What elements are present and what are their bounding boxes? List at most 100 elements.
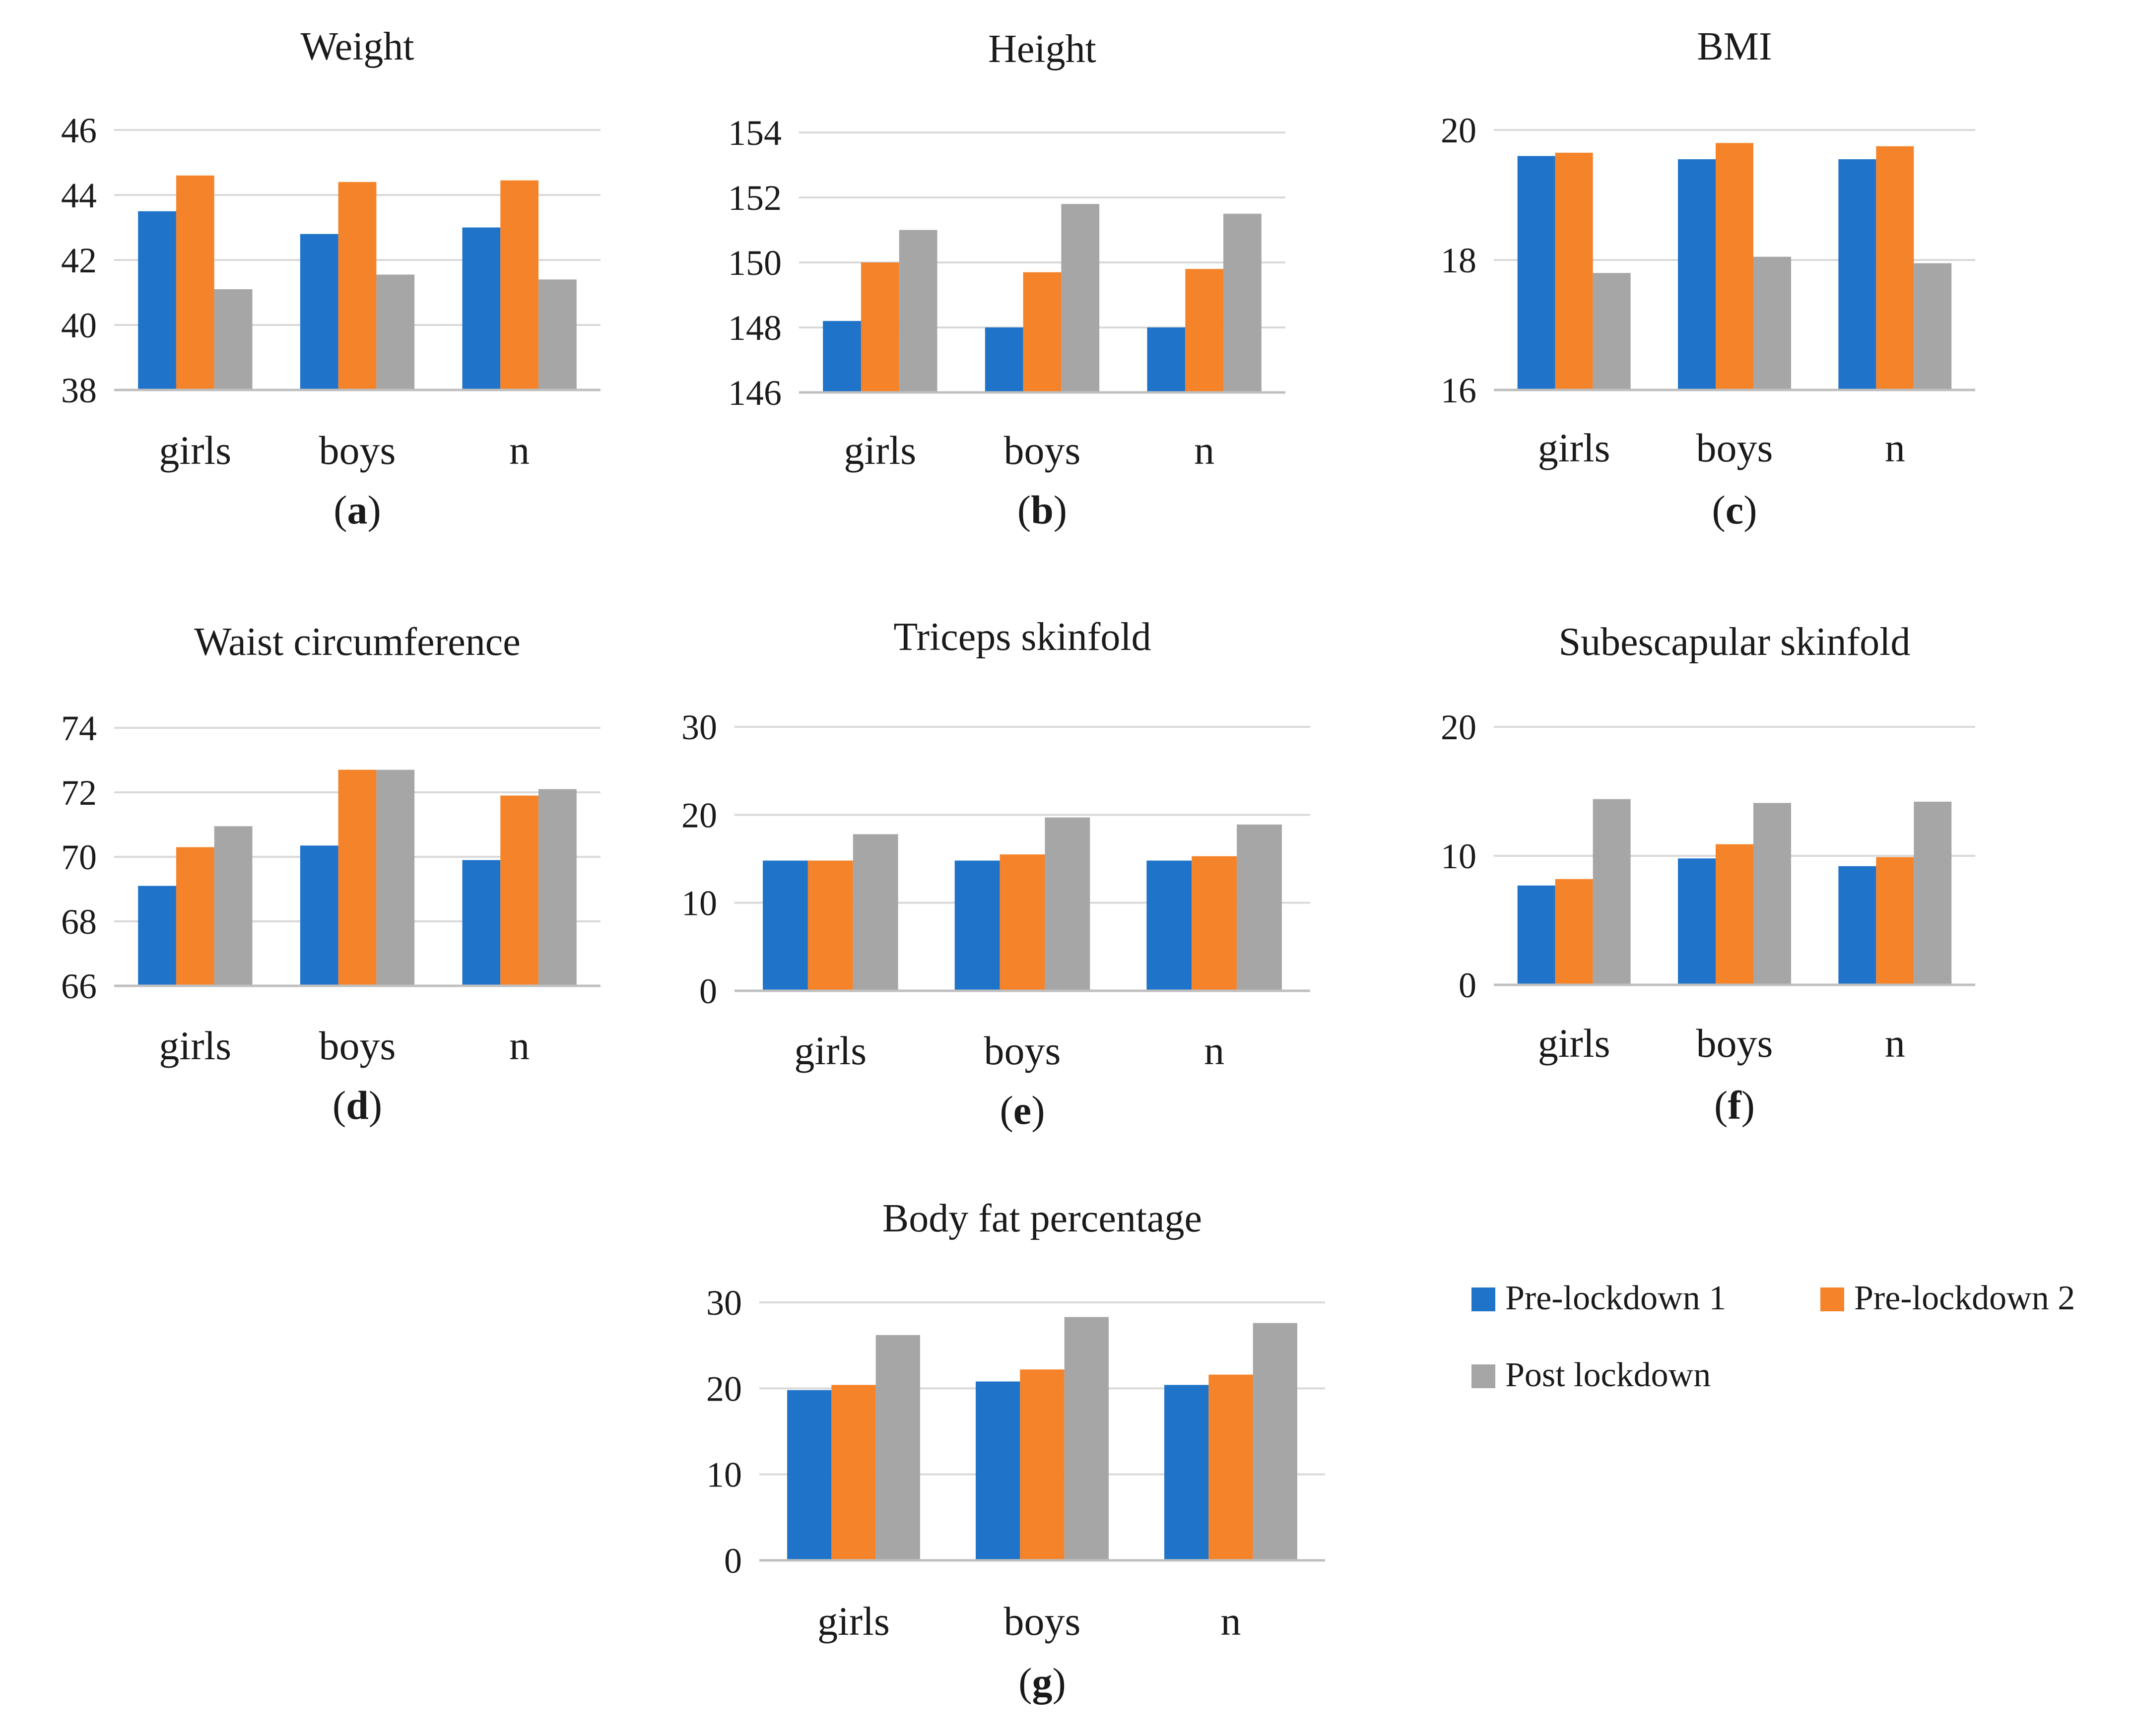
bar-post-lockdown-n: [1237, 824, 1282, 991]
y-tick-label: 44: [61, 176, 97, 215]
y-tick-label: 16: [1441, 371, 1476, 410]
bar-pre-lockdown-1-n: [1146, 860, 1192, 991]
chart-panel-e: Triceps skinfold 0 10 20 30 girls boys n (e): [681, 615, 1310, 1133]
y-tick-label: 10: [681, 884, 717, 923]
bar-pre-lockdown-2-boys: [338, 770, 377, 986]
bar-pre-lockdown-1-n: [1147, 327, 1186, 392]
panel-letter: g: [1032, 1660, 1053, 1705]
bar-post-lockdown-boys: [1753, 257, 1791, 390]
legend-label: Pre-lockdown 1: [1505, 1279, 1726, 1317]
x-category-label: girls: [817, 1599, 890, 1644]
bar-pre-lockdown-2-boys: [1716, 844, 1753, 985]
bar-post-lockdown-n: [1223, 213, 1262, 392]
chart-panel-a: Weight 38 40 42 44 46 girls boys n (a): [61, 25, 600, 532]
x-category-label: girls: [1538, 1021, 1610, 1066]
bar-pre-lockdown-2-boys: [338, 182, 377, 390]
bar-pre-lockdown-1-n: [1838, 866, 1876, 985]
y-tick-label: 46: [61, 111, 97, 150]
x-category-label: boys: [1004, 1599, 1081, 1644]
bar-pre-lockdown-1-boys: [300, 234, 338, 390]
y-tick-label: 0: [699, 971, 717, 1011]
bar-pre-lockdown-2-boys: [1023, 272, 1062, 392]
bar-pre-lockdown-2-n: [500, 795, 539, 986]
bar-pre-lockdown-2-girls: [807, 860, 853, 991]
x-category-label: n: [509, 428, 530, 473]
chart-title: Weight: [300, 25, 414, 68]
y-tick-label: 30: [706, 1283, 742, 1323]
y-tick-label: 42: [61, 241, 97, 280]
x-category-label: n: [1221, 1599, 1241, 1644]
bar-pre-lockdown-1-girls: [138, 211, 176, 390]
x-category-label: boys: [319, 428, 396, 473]
panel-letter: d: [346, 1083, 369, 1128]
bar-pre-lockdown-1-girls: [1517, 885, 1555, 985]
bar-pre-lockdown-2-n: [1208, 1374, 1253, 1560]
bar-pre-lockdown-2-n: [1876, 857, 1914, 985]
y-tick-label: 74: [61, 708, 97, 748]
bar-pre-lockdown-1-n: [462, 227, 501, 390]
x-category-label: n: [1885, 1021, 1905, 1066]
legend-swatch: [1471, 1364, 1495, 1388]
legend-swatch: [1471, 1287, 1495, 1311]
bar-pre-lockdown-2-girls: [176, 175, 214, 390]
chart-title: Triceps skinfold: [893, 615, 1151, 659]
panel-letter: e: [1013, 1088, 1031, 1133]
chart-title: Height: [988, 27, 1096, 71]
x-category-label: girls: [159, 428, 231, 473]
y-tick-label: 30: [681, 707, 717, 747]
panel-label: (f): [1714, 1083, 1755, 1128]
y-tick-label: 20: [706, 1369, 742, 1409]
bar-post-lockdown-n: [538, 279, 577, 390]
x-category-label: boys: [1004, 428, 1081, 473]
bar-pre-lockdown-1-boys: [1678, 858, 1716, 985]
x-category-label: n: [1194, 428, 1214, 473]
y-tick-label: 10: [706, 1455, 742, 1495]
bar-post-lockdown-n: [538, 789, 577, 986]
bar-pre-lockdown-1-boys: [976, 1381, 1020, 1560]
chart-panel-f: Subescapular skinfold 0 10 20 girls boys n (f): [1441, 620, 1975, 1128]
panel-letter: a: [347, 487, 368, 532]
bar-pre-lockdown-1-boys: [1678, 159, 1716, 390]
y-tick-label: 154: [728, 113, 782, 153]
chart-panel-b: Height 146 148 150 152 154 girls boys n (b): [728, 27, 1285, 532]
chart-panel-d: Waist circumference 66 68 70 72 74 girls boys n (…: [61, 620, 600, 1128]
x-category-label: girls: [794, 1028, 867, 1073]
bar-pre-lockdown-2-n: [1876, 146, 1914, 390]
y-tick-label: 148: [728, 308, 782, 348]
bar-pre-lockdown-2-girls: [1555, 879, 1593, 985]
bar-pre-lockdown-2-n: [1185, 269, 1224, 392]
bar-pre-lockdown-1-boys: [954, 860, 1000, 991]
bar-post-lockdown-girls: [1593, 799, 1631, 985]
panel-letter: b: [1031, 487, 1054, 532]
chart-title: Waist circumference: [194, 620, 521, 664]
legend-item-post-lockdown: Post lockdown: [1471, 1356, 1711, 1394]
bar-pre-lockdown-1-boys: [985, 327, 1023, 392]
legend-swatch: [1820, 1287, 1844, 1311]
chart-title: Subescapular skinfold: [1559, 620, 1911, 664]
bar-post-lockdown-girls: [214, 289, 253, 390]
bar-post-lockdown-n: [1914, 263, 1952, 390]
panels: Weight 38 40 42 44 46 girls boys n (a) Height 146 14…: [61, 25, 1975, 1705]
y-tick-label: 150: [728, 243, 782, 283]
y-tick-label: 66: [61, 966, 97, 1006]
y-tick-label: 0: [724, 1541, 742, 1581]
chart-panel-c: BMI 16 18 20 girls boys n (c): [1441, 25, 1975, 532]
x-category-label: boys: [984, 1028, 1061, 1073]
y-tick-label: 68: [61, 902, 97, 942]
y-tick-label: 70: [61, 837, 97, 877]
bar-pre-lockdown-2-girls: [1555, 152, 1593, 390]
panel-label: (g): [1018, 1660, 1066, 1705]
y-tick-label: 20: [1441, 111, 1476, 150]
y-tick-label: 20: [1441, 707, 1476, 747]
y-tick-label: 10: [1441, 836, 1476, 876]
bar-pre-lockdown-1-girls: [138, 886, 176, 986]
panel-label: (a): [334, 487, 381, 532]
bar-pre-lockdown-2-n: [500, 180, 539, 390]
bar-post-lockdown-n: [1914, 801, 1952, 985]
bar-pre-lockdown-1-girls: [787, 1390, 832, 1560]
legend: Pre-lockdown 1 Pre-lockdown 2 Post lockdow…: [1471, 1279, 2075, 1394]
y-tick-label: 0: [1459, 965, 1476, 1005]
x-category-label: n: [1885, 425, 1905, 470]
legend-item-pre-lockdown-1: Pre-lockdown 1: [1471, 1279, 1726, 1317]
